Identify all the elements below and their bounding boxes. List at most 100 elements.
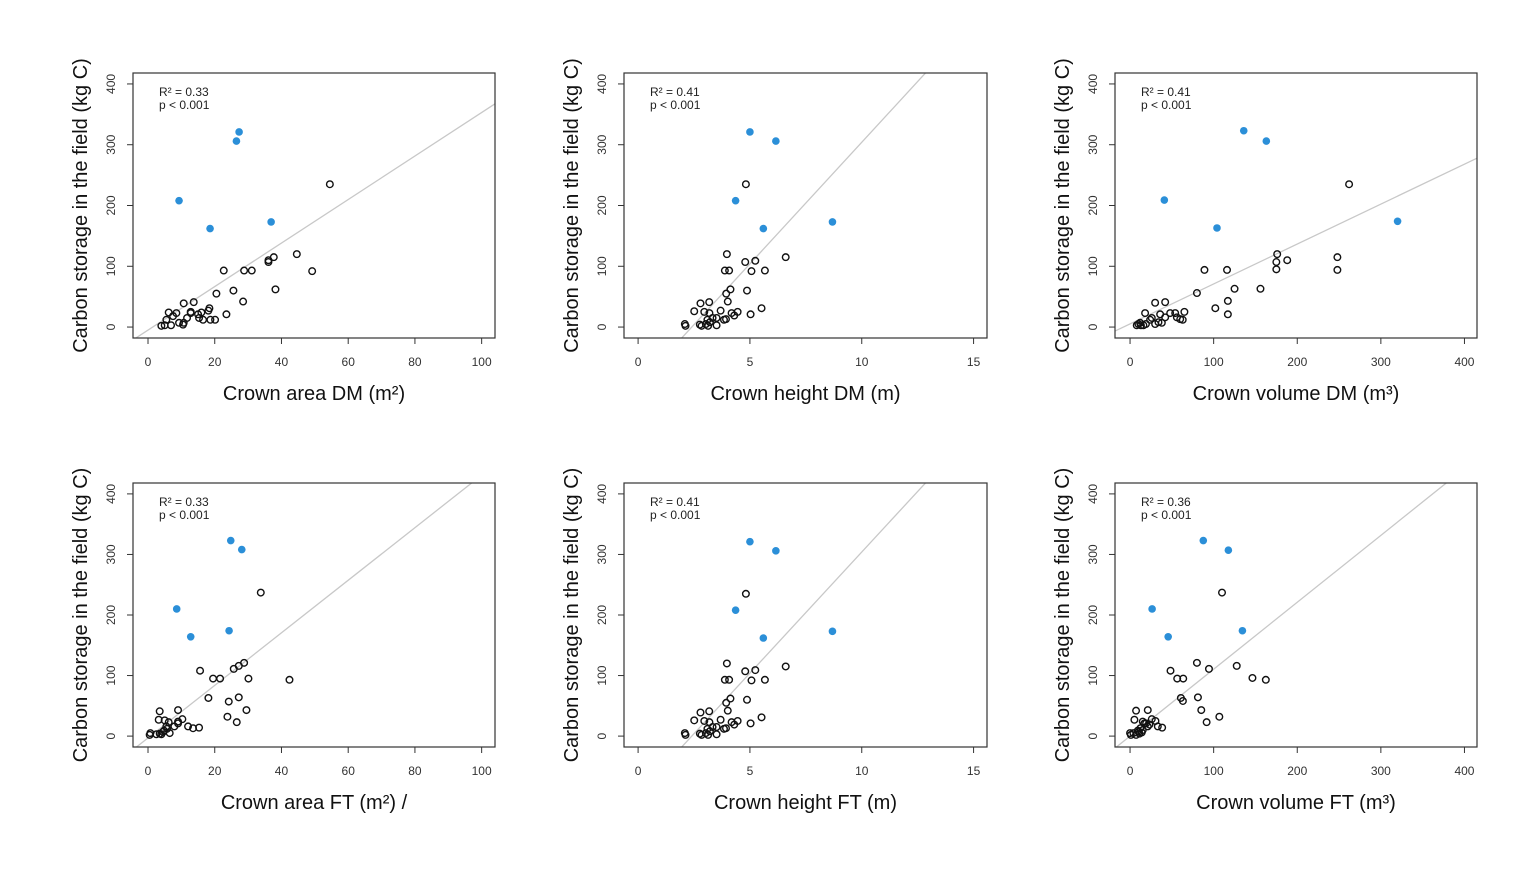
data-point	[1146, 315, 1155, 324]
y-tick-label: 0	[104, 732, 118, 739]
x-tick-label: 0	[145, 355, 152, 369]
y-tick-label: 200	[595, 195, 609, 215]
data-point	[741, 589, 750, 598]
p-value-annotation: p < 0.001	[650, 508, 701, 522]
plot-frame	[1114, 72, 1478, 339]
data-point	[1215, 712, 1224, 721]
data-point	[1261, 675, 1270, 684]
r-squared-annotation: R² = 0.33	[159, 495, 209, 509]
data-point	[726, 285, 735, 294]
data-point	[741, 180, 750, 189]
data-point	[196, 666, 205, 675]
data-point	[720, 266, 729, 275]
y-tick-label: 100	[595, 256, 609, 276]
data-point	[175, 318, 184, 327]
data-point	[1141, 320, 1150, 329]
data-point	[725, 675, 734, 684]
data-point	[1211, 304, 1220, 313]
data-point	[1178, 696, 1187, 705]
data-point	[222, 310, 231, 319]
data-point	[1333, 253, 1342, 262]
data-point	[194, 310, 203, 319]
y-axis-label: Carbon storage in the field (kg C)	[561, 58, 583, 353]
plot-frame	[623, 482, 988, 748]
regression-line	[134, 103, 495, 338]
data-point	[162, 315, 171, 324]
data-point	[746, 310, 755, 319]
regression-line	[1115, 157, 1477, 332]
data-point	[1204, 664, 1213, 673]
y-tick-label: 400	[595, 484, 609, 504]
scatter-panel: 0 100 200 300 400 0 100 200 300 400 Crown volume D…	[1052, 58, 1478, 405]
y-tick-label: 100	[104, 256, 118, 276]
data-point	[224, 697, 233, 706]
y-tick-label: 300	[104, 544, 118, 564]
y-tick-label: 300	[595, 544, 609, 564]
data-point	[240, 266, 249, 275]
r-squared-annotation: R² = 0.33	[159, 85, 209, 99]
data-point	[178, 715, 187, 724]
data-point	[155, 729, 164, 738]
data-point	[209, 674, 218, 683]
highlighted-data-point	[1393, 217, 1402, 226]
x-axis-label: Crown volume DM (m³)	[1193, 383, 1400, 405]
regression-line	[680, 483, 927, 747]
highlighted-data-point	[235, 128, 243, 136]
data-point	[157, 321, 166, 330]
highlighted-data-point	[1238, 626, 1247, 635]
data-point	[697, 730, 706, 739]
highlighted-data-point	[267, 218, 275, 226]
data-point	[292, 250, 301, 259]
x-tick-label: 0	[1127, 355, 1134, 369]
data-point	[705, 727, 714, 736]
scatter-panel: 0 20 40 60 80 100 0 100 200 300 400 Crown area FT (…	[70, 468, 496, 814]
data-point	[716, 306, 725, 315]
p-value-annotation: p < 0.001	[159, 508, 210, 522]
data-point	[1232, 661, 1241, 670]
data-point	[1256, 284, 1265, 293]
data-point	[747, 267, 756, 276]
p-value-annotation: p < 0.001	[159, 98, 210, 112]
data-point	[757, 304, 766, 313]
y-tick-label: 400	[104, 484, 118, 504]
data-point	[721, 724, 730, 733]
x-axis-label: Crown volume FT (m³)	[1196, 792, 1396, 814]
data-point	[285, 675, 294, 684]
data-point	[746, 719, 755, 728]
x-tick-label: 100	[472, 355, 492, 369]
data-point	[174, 719, 183, 728]
data-point	[232, 718, 241, 727]
data-point	[701, 320, 710, 329]
y-tick-label: 100	[1086, 665, 1100, 685]
data-point	[223, 712, 232, 721]
data-point	[179, 318, 188, 327]
data-point	[1129, 729, 1138, 738]
highlighted-data-point	[226, 536, 235, 545]
x-tick-label: 100	[1204, 355, 1224, 369]
data-point	[726, 694, 735, 703]
data-point	[1197, 706, 1206, 715]
x-tick-label: 300	[1371, 764, 1391, 778]
highlighted-data-point	[175, 196, 183, 205]
data-point	[722, 659, 731, 668]
highlighted-data-point	[237, 545, 246, 554]
data-point	[160, 321, 169, 330]
data-point	[204, 306, 213, 315]
y-tick-label: 300	[104, 134, 118, 154]
y-axis-label: Carbon storage in the field (kg C)	[70, 58, 92, 353]
data-point	[155, 707, 164, 716]
data-point	[712, 730, 721, 739]
r-squared-annotation: R² = 0.41	[650, 85, 700, 99]
data-point	[1223, 265, 1232, 274]
p-value-annotation: p < 0.001	[650, 98, 701, 112]
data-point	[721, 315, 730, 324]
data-point	[1132, 706, 1141, 715]
data-point	[211, 315, 220, 324]
highlighted-data-point	[759, 634, 768, 642]
data-point	[195, 313, 204, 322]
y-tick-label: 200	[1086, 605, 1100, 625]
data-point	[722, 250, 731, 259]
data-point	[247, 266, 256, 275]
x-tick-label: 80	[408, 764, 422, 778]
